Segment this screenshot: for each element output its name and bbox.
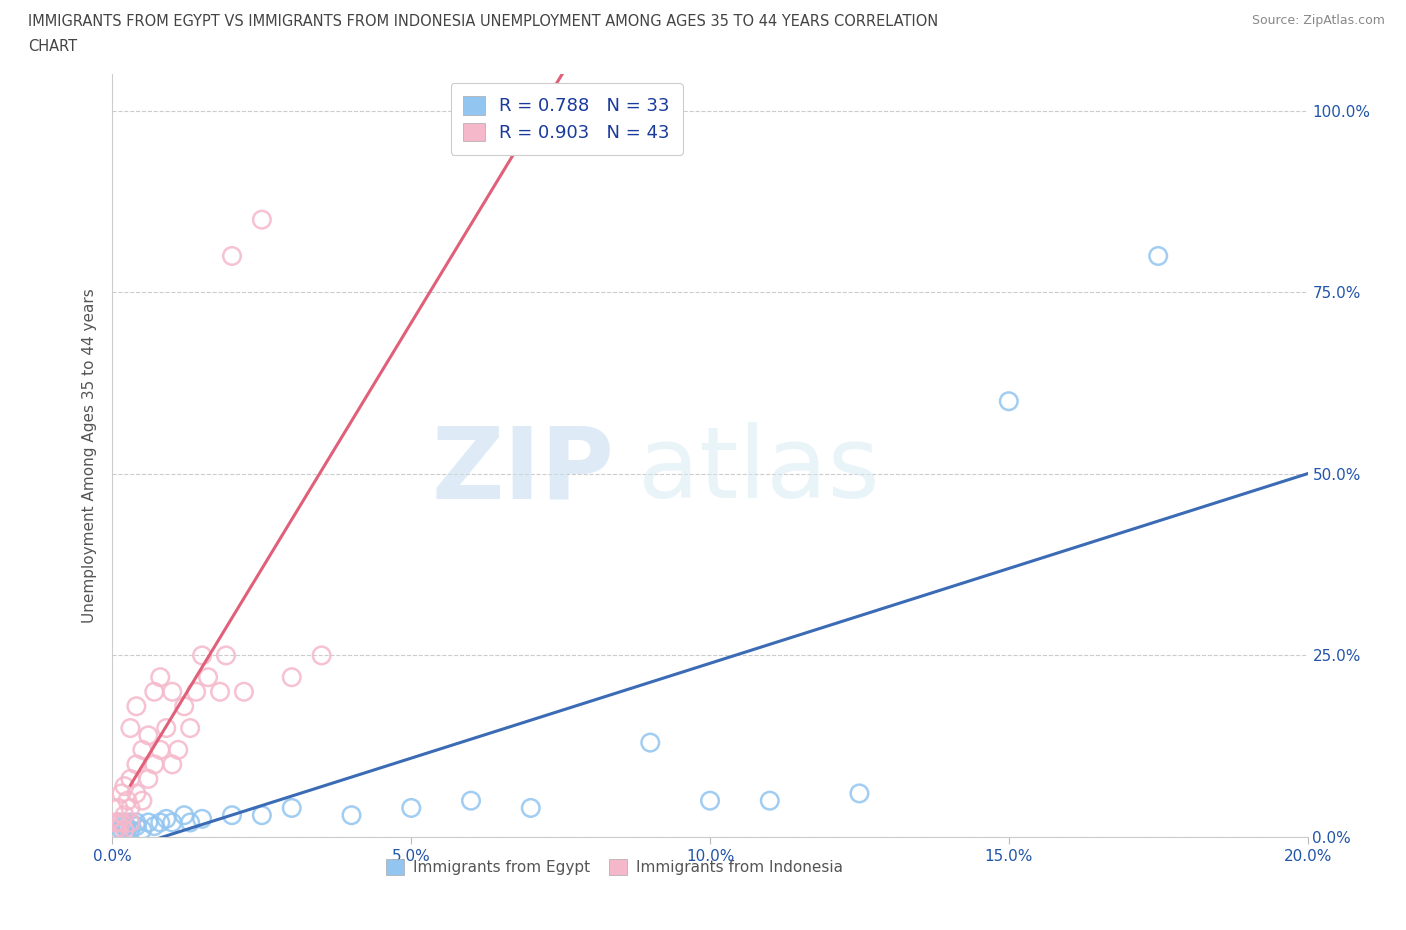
Point xyxy=(250,808,273,823)
Point xyxy=(138,772,160,787)
Point xyxy=(143,818,166,833)
Point xyxy=(120,772,142,787)
Point xyxy=(699,793,721,808)
Point xyxy=(104,815,127,830)
Point xyxy=(759,793,782,808)
Point xyxy=(173,808,195,823)
Point xyxy=(640,735,662,750)
Point xyxy=(250,212,273,227)
Point xyxy=(120,815,142,830)
Point xyxy=(281,670,304,684)
Point xyxy=(460,793,482,808)
Point xyxy=(114,818,135,833)
Point xyxy=(138,728,160,743)
Point xyxy=(104,822,127,837)
Point xyxy=(173,698,195,713)
Point xyxy=(221,248,243,263)
Point xyxy=(114,808,135,823)
Point xyxy=(191,811,214,826)
Point xyxy=(520,801,543,816)
Point xyxy=(107,815,129,830)
Point xyxy=(233,684,256,699)
Point xyxy=(215,648,238,663)
Point xyxy=(114,778,135,793)
Point xyxy=(209,684,232,699)
Point xyxy=(125,815,148,830)
Point xyxy=(191,648,214,663)
Point xyxy=(162,757,183,772)
Point xyxy=(149,742,172,757)
Point xyxy=(197,670,219,684)
Point xyxy=(131,822,153,837)
Point xyxy=(125,698,148,713)
Text: IMMIGRANTS FROM EGYPT VS IMMIGRANTS FROM INDONESIA UNEMPLOYMENT AMONG AGES 35 TO: IMMIGRANTS FROM EGYPT VS IMMIGRANTS FROM… xyxy=(28,14,938,29)
Text: CHART: CHART xyxy=(28,39,77,54)
Point xyxy=(848,786,870,801)
Point xyxy=(120,721,142,736)
Point xyxy=(125,786,148,801)
Point xyxy=(103,822,125,837)
Point xyxy=(107,815,129,830)
Point xyxy=(179,721,201,736)
Point xyxy=(114,822,135,837)
Point xyxy=(149,815,172,830)
Point xyxy=(138,815,160,830)
Point xyxy=(179,815,201,830)
Point xyxy=(117,793,139,808)
Point xyxy=(110,822,132,837)
Point xyxy=(117,822,139,837)
Point xyxy=(131,793,153,808)
Point xyxy=(998,393,1021,408)
Point xyxy=(120,822,142,837)
Point xyxy=(221,808,243,823)
Point xyxy=(107,801,129,816)
Point xyxy=(143,757,166,772)
Point xyxy=(143,684,166,699)
Point xyxy=(120,801,142,816)
Legend: Immigrants from Egypt, Immigrants from Indonesia: Immigrants from Egypt, Immigrants from I… xyxy=(378,852,851,883)
Point xyxy=(155,811,177,826)
Point xyxy=(311,648,333,663)
Text: Source: ZipAtlas.com: Source: ZipAtlas.com xyxy=(1251,14,1385,27)
Point xyxy=(110,815,132,830)
Point xyxy=(120,815,142,830)
Point xyxy=(125,818,148,833)
Point xyxy=(114,815,135,830)
Point xyxy=(1147,248,1170,263)
Point xyxy=(401,801,423,816)
Point xyxy=(162,815,183,830)
Point xyxy=(340,808,363,823)
Point xyxy=(107,826,129,841)
Point xyxy=(186,684,208,699)
Point xyxy=(155,721,177,736)
Point xyxy=(149,670,172,684)
Point xyxy=(162,684,183,699)
Point xyxy=(107,826,129,841)
Point xyxy=(281,801,304,816)
Point xyxy=(125,757,148,772)
Point xyxy=(131,742,153,757)
Text: ZIP: ZIP xyxy=(432,422,614,520)
Text: atlas: atlas xyxy=(638,422,880,520)
Y-axis label: Unemployment Among Ages 35 to 44 years: Unemployment Among Ages 35 to 44 years xyxy=(82,288,97,623)
Point xyxy=(167,742,190,757)
Point xyxy=(110,786,132,801)
Point xyxy=(105,822,128,837)
